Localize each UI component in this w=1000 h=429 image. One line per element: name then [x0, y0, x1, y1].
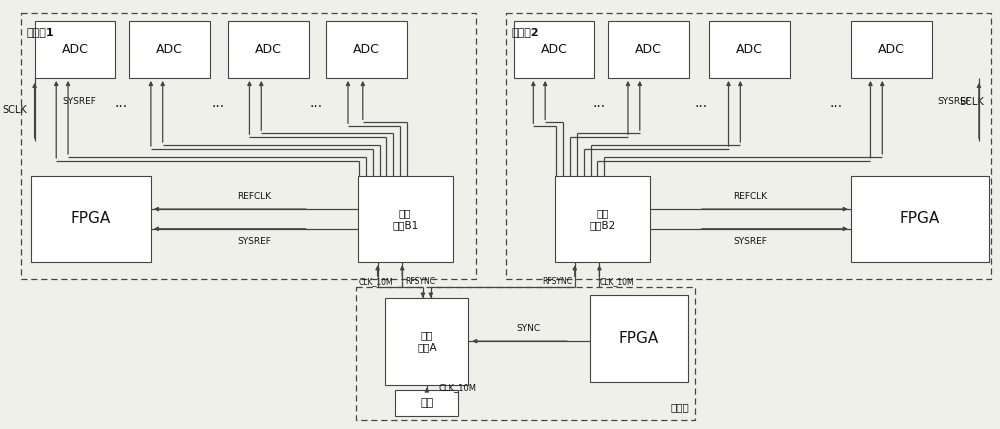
Text: SYNC: SYNC	[517, 324, 541, 333]
Bar	[35, 21, 115, 78]
Text: ···: ···	[694, 100, 707, 114]
Text: SYSREF: SYSREF	[62, 97, 96, 106]
Text: SYSREF: SYSREF	[937, 97, 971, 106]
Text: CLK_10M: CLK_10M	[439, 383, 477, 392]
Bar	[709, 21, 790, 78]
Bar	[326, 21, 407, 78]
Text: ADC: ADC	[878, 43, 905, 56]
Bar	[21, 13, 476, 279]
Bar	[506, 13, 991, 279]
Text: SYSREF: SYSREF	[237, 237, 271, 246]
Text: SCLK: SCLK	[959, 97, 984, 107]
Text: ···: ···	[829, 100, 843, 114]
Text: FPGA: FPGA	[619, 331, 659, 346]
Text: FPGA: FPGA	[71, 211, 111, 227]
Text: REFCLK: REFCLK	[237, 192, 271, 201]
Bar	[590, 295, 688, 381]
Text: ADC: ADC	[62, 43, 88, 56]
Text: ···: ···	[211, 100, 224, 114]
Text: ADC: ADC	[541, 43, 567, 56]
Text: 处理板: 处理板	[670, 402, 689, 412]
Bar	[851, 175, 989, 262]
Text: ADC: ADC	[255, 43, 282, 56]
Text: ADC: ADC	[736, 43, 763, 56]
Text: ···: ···	[310, 100, 323, 114]
Text: ADC: ADC	[156, 43, 183, 56]
Text: 时钟
芯片B1: 时钟 芯片B1	[392, 208, 418, 230]
Text: 时钟
芯片B2: 时钟 芯片B2	[589, 208, 615, 230]
Text: ADC: ADC	[635, 43, 662, 56]
Text: ADC: ADC	[353, 43, 380, 56]
Text: 采集扔2: 采集扔2	[512, 27, 539, 37]
Text: REFCLK: REFCLK	[733, 192, 767, 201]
Text: RFSYNC: RFSYNC	[405, 277, 435, 286]
Bar	[385, 298, 468, 384]
Bar	[129, 21, 210, 78]
Text: 采集扔1: 采集扔1	[27, 27, 54, 37]
Text: ···: ···	[593, 100, 606, 114]
Text: ···: ···	[115, 100, 128, 114]
Bar	[555, 175, 650, 262]
Bar	[228, 21, 309, 78]
Bar	[514, 21, 594, 78]
Bar	[395, 390, 458, 416]
Text: CLK_10M: CLK_10M	[600, 277, 634, 286]
Bar	[356, 287, 695, 420]
Text: FPGA: FPGA	[900, 211, 940, 227]
Text: SYSREF: SYSREF	[733, 237, 767, 246]
Text: CLK_10M: CLK_10M	[358, 277, 393, 286]
Bar	[608, 21, 689, 78]
Bar	[851, 21, 932, 78]
Text: 时钟
芯片A: 时钟 芯片A	[417, 330, 437, 352]
Text: SCLK: SCLK	[2, 105, 27, 115]
Text: RFSYNC: RFSYNC	[542, 277, 572, 286]
Text: 晶振: 晶振	[420, 398, 433, 408]
Bar	[358, 175, 453, 262]
Bar	[31, 175, 151, 262]
